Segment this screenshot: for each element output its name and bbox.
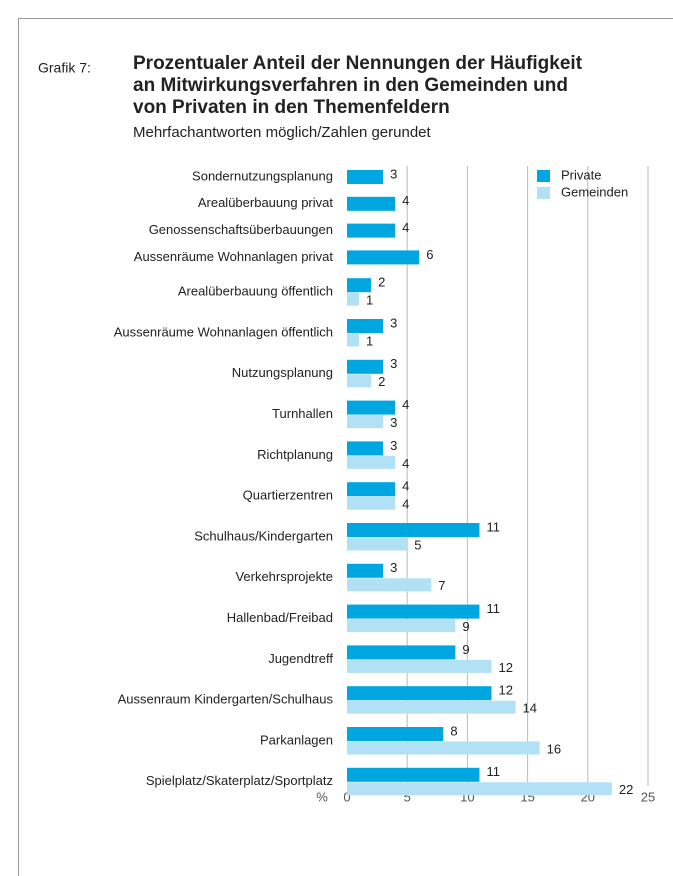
value-label: 3 [390,415,397,430]
bar [347,223,396,238]
x-axis-label: % [316,789,328,804]
bar [347,441,384,456]
category-label: Sondernutzungsplanung [192,168,333,183]
bar [347,537,408,551]
bar [347,686,492,701]
bar [347,482,396,497]
bar [347,319,384,333]
bar [347,727,444,741]
value-label: 4 [402,193,409,208]
bar [347,196,396,211]
value-label: 7 [438,578,445,593]
value-label: 3 [390,438,397,453]
value-label: 4 [402,220,409,235]
frame [18,18,673,876]
value-label: 3 [390,166,397,181]
bar [347,604,480,619]
value-label: 4 [402,397,409,412]
chart-title: Prozentualer Anteil der Nennungen der Hä… [133,53,583,74]
bar [347,767,480,782]
value-label: 3 [390,560,397,575]
value-label: 4 [402,497,409,512]
bar [347,374,372,388]
bar [347,170,384,184]
chart-subtitle: Mehrfachantworten möglich/Zahlen gerunde… [133,124,432,141]
bar [347,250,420,265]
value-label: 12 [498,660,512,675]
category-label: Hallenbad/Freibad [227,610,333,625]
value-label: 16 [547,741,561,756]
bar [347,359,384,374]
bar [347,619,456,633]
category-label: Schulhaus/Kindergarten [194,528,333,543]
value-label: 12 [498,683,512,698]
x-tick-label: 25 [641,789,655,804]
bar [347,496,396,510]
legend-label: Private [561,167,601,182]
bar [347,659,492,673]
bar [347,455,396,469]
chart-title: an Mitwirkungsverfahren in den Gemeinden… [133,75,568,96]
bar [347,333,360,347]
bar [347,415,384,429]
value-label: 11 [486,764,500,779]
category-label: Nutzungsplanung [232,365,333,380]
bar [347,563,384,578]
category-label: Jugendtreff [268,651,333,666]
category-label: Quartierzentren [243,488,333,503]
value-label: 3 [390,315,397,330]
x-tick-label: 0 [343,789,350,804]
bar [347,645,456,660]
category-label: Aussenraum Kindergarten/Schulhaus [118,692,334,707]
bar [347,292,360,306]
category-label: Turnhallen [272,406,333,421]
value-label: 9 [462,619,469,634]
value-label: 11 [486,519,500,534]
value-label: 2 [378,374,385,389]
legend-swatch [537,170,550,182]
legend-label: Gemeinden [561,184,628,199]
bar [347,578,432,592]
bar [347,278,372,293]
bar [347,523,480,537]
category-label: Aussenräume Wohnanlagen öffentlich [114,324,333,339]
value-label: 5 [414,537,421,552]
value-label: 14 [523,701,537,716]
value-label: 8 [450,723,457,738]
category-label: Arealüberbauung öffentlich [178,284,333,299]
bar [347,782,612,796]
legend-swatch [537,187,550,199]
value-label: 11 [486,601,500,616]
x-tick-label: 5 [404,789,411,804]
bar [347,700,516,714]
category-label: Aussenräume Wohnanlagen privat [134,249,334,264]
category-label: Arealüberbauung privat [198,195,334,210]
category-label: Richtplanung [257,447,333,462]
value-label: 4 [402,479,409,494]
category-label: Verkehrsprojekte [235,569,333,584]
chart-title: von Privaten in den Themenfeldern [133,97,450,118]
category-label: Genossenschaftsüberbauungen [149,222,333,237]
value-label: 1 [366,293,373,308]
bar [347,741,540,755]
value-label: 2 [378,275,385,290]
value-label: 9 [462,642,469,657]
category-label: Parkanlagen [260,732,333,747]
value-label: 1 [366,333,373,348]
bar [347,400,396,415]
chart-label: Grafik 7: [38,60,91,76]
category-label: Spielplatz/Skaterplatz/Sportplatz [146,773,333,788]
value-label: 22 [619,782,633,797]
value-label: 6 [426,247,433,262]
value-label: 4 [402,456,409,471]
value-label: 3 [390,356,397,371]
